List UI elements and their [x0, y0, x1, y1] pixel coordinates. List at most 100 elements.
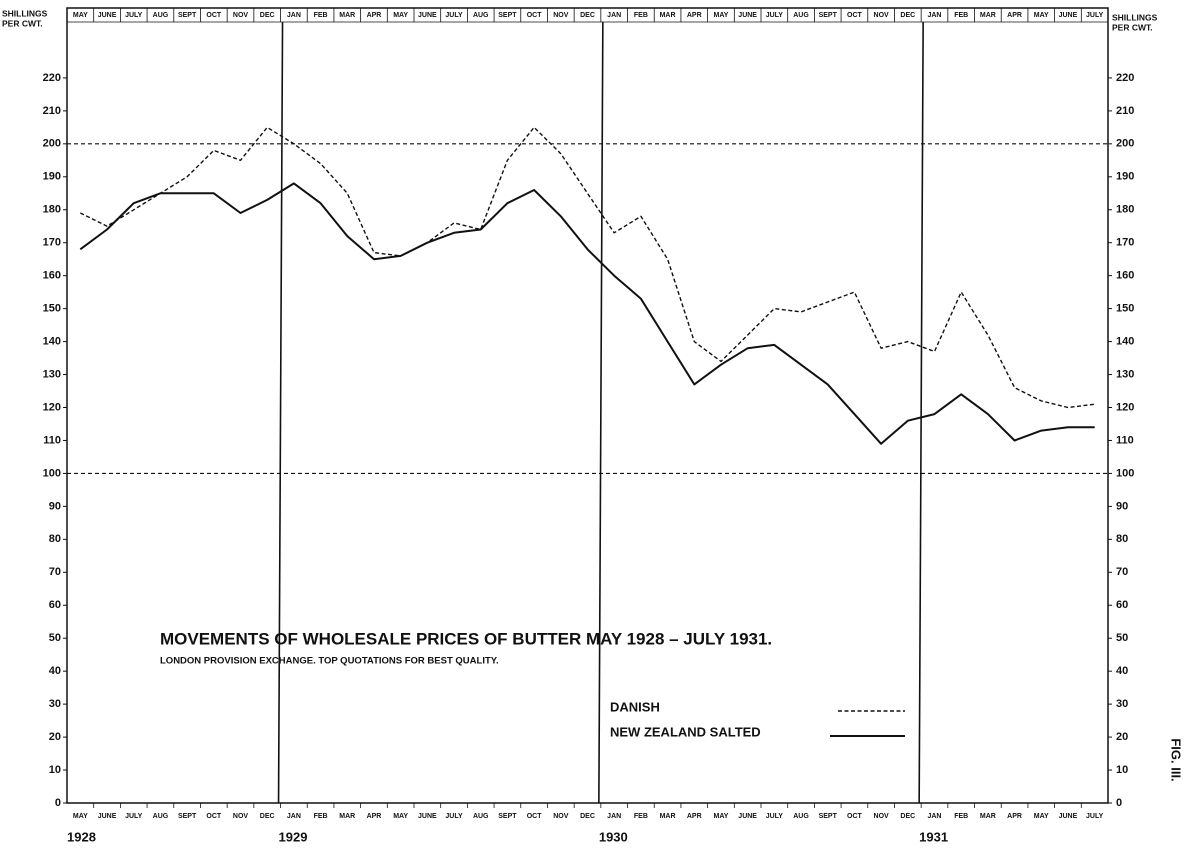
- x-tick-label-top: JAN: [287, 12, 301, 19]
- x-tick-label: JULY: [1086, 813, 1104, 820]
- y2-tick-label: 170: [1116, 237, 1134, 249]
- y-axis-label: SHILLINGS: [2, 8, 48, 18]
- chart-subtitle: LONDON PROVISION EXCHANGE. TOP QUOTATION…: [160, 656, 499, 667]
- x-tick-label-top: JULY: [445, 12, 463, 19]
- x-tick-label-top: JULY: [125, 12, 143, 19]
- y-tick-label: 30: [49, 698, 61, 710]
- x-tick-label-top: MAR: [660, 12, 676, 19]
- x-tick-label-top: JULY: [1086, 12, 1104, 19]
- x-tick-label-top: NOV: [874, 12, 890, 19]
- y2-tick-label: 80: [1116, 533, 1128, 545]
- x-tick-label: JUNE: [98, 813, 117, 820]
- x-tick-label-top: SEPT: [178, 12, 197, 19]
- year-line: [277, 21, 284, 804]
- x-tick-label: AUG: [473, 813, 489, 820]
- x-tick-label: JAN: [287, 813, 301, 820]
- y2-tick-label: 60: [1116, 599, 1128, 611]
- x-tick-label: SEPT: [178, 813, 197, 820]
- x-tick-label: APR: [367, 813, 382, 820]
- y2-tick-label: 20: [1116, 731, 1128, 743]
- x-tick-label-top: MAY: [73, 12, 88, 19]
- y-tick-label: 60: [49, 599, 61, 611]
- y2-tick-label: 0: [1116, 797, 1122, 809]
- x-tick-label: JULY: [445, 813, 463, 820]
- y-tick-label: 20: [49, 731, 61, 743]
- x-tick-label-top: SEPT: [819, 12, 838, 19]
- year-label: 1929: [279, 829, 308, 844]
- x-tick-label-top: AUG: [793, 12, 809, 19]
- x-tick-label-top: OCT: [527, 12, 543, 19]
- legend-label: DANISH: [610, 699, 660, 714]
- x-tick-label-top: OCT: [847, 12, 863, 19]
- x-tick-label-top: MAY: [393, 12, 408, 19]
- y-tick-label: 170: [43, 237, 61, 249]
- y2-tick-label: 100: [1116, 467, 1134, 479]
- x-tick-label: FEB: [954, 813, 968, 820]
- x-tick-label: MAR: [339, 813, 355, 820]
- y2-tick-label: 150: [1116, 303, 1134, 315]
- x-tick-label-top: AUG: [153, 12, 169, 19]
- x-tick-label: APR: [687, 813, 702, 820]
- x-tick-label-top: AUG: [473, 12, 489, 19]
- y-tick-label: 220: [43, 72, 61, 84]
- x-tick-label: JUNE: [1059, 813, 1078, 820]
- x-tick-label: MAY: [1034, 813, 1049, 820]
- x-tick-label: SEPT: [498, 813, 517, 820]
- x-tick-label-top: OCT: [206, 12, 222, 19]
- x-tick-label-top: APR: [687, 12, 702, 19]
- x-tick-label-top: SEPT: [498, 12, 517, 19]
- x-tick-label: SEPT: [819, 813, 838, 820]
- y2-tick-label: 200: [1116, 138, 1134, 150]
- y-tick-label: 100: [43, 467, 61, 479]
- y-tick-label: 10: [49, 764, 61, 776]
- x-tick-label: MAR: [660, 813, 676, 820]
- x-tick-label-top: JAN: [927, 12, 941, 19]
- y2-axis-label: PER CWT.: [1112, 22, 1153, 32]
- y2-tick-label: 30: [1116, 698, 1128, 710]
- series-line: [79, 182, 1095, 445]
- y-tick-label: 200: [43, 138, 61, 150]
- x-tick-label-top: MAY: [1034, 12, 1049, 19]
- y-axis-label: PER CWT.: [2, 18, 43, 28]
- y-tick-label: 110: [43, 434, 61, 446]
- x-tick-label: DEC: [260, 813, 275, 820]
- x-tick-label-top: NOV: [233, 12, 249, 19]
- x-tick-label-top: APR: [1007, 12, 1022, 19]
- chart-title: MOVEMENTS OF WHOLESALE PRICES OF BUTTER …: [160, 629, 772, 648]
- y-tick-label: 210: [43, 105, 61, 117]
- legend-label: NEW ZEALAND SALTED: [610, 724, 761, 739]
- x-tick-label: JAN: [927, 813, 941, 820]
- x-tick-label: OCT: [847, 813, 863, 820]
- y2-tick-label: 50: [1116, 632, 1128, 644]
- x-tick-label: JUNE: [738, 813, 757, 820]
- y2-tick-label: 130: [1116, 368, 1134, 380]
- x-tick-label: MAY: [393, 813, 408, 820]
- x-tick-label: DEC: [580, 813, 595, 820]
- y-tick-label: 140: [43, 335, 61, 347]
- x-tick-label-top: FEB: [314, 12, 328, 19]
- x-tick-label: JUNE: [418, 813, 437, 820]
- x-tick-label-top: JUNE: [418, 12, 437, 19]
- x-tick-label: OCT: [527, 813, 543, 820]
- x-tick-label: AUG: [793, 813, 809, 820]
- y2-tick-label: 190: [1116, 171, 1134, 183]
- y-tick-label: 180: [43, 204, 61, 216]
- x-tick-label: APR: [1007, 813, 1022, 820]
- y-tick-label: 50: [49, 632, 61, 644]
- y-tick-label: 130: [43, 368, 61, 380]
- x-tick-label-top: FEB: [954, 12, 968, 19]
- x-tick-label: JAN: [607, 813, 621, 820]
- y2-tick-label: 140: [1116, 335, 1134, 347]
- y-tick-label: 160: [43, 270, 61, 282]
- year-line: [918, 21, 924, 804]
- y-tick-label: 40: [49, 665, 61, 677]
- y2-tick-label: 90: [1116, 500, 1128, 512]
- y-tick-label: 190: [43, 171, 61, 183]
- y2-tick-label: 220: [1116, 72, 1134, 84]
- y-tick-label: 70: [49, 566, 61, 578]
- x-tick-label-top: JAN: [607, 12, 621, 19]
- x-tick-label-top: MAR: [980, 12, 996, 19]
- y2-tick-label: 70: [1116, 566, 1128, 578]
- x-tick-label: OCT: [206, 813, 222, 820]
